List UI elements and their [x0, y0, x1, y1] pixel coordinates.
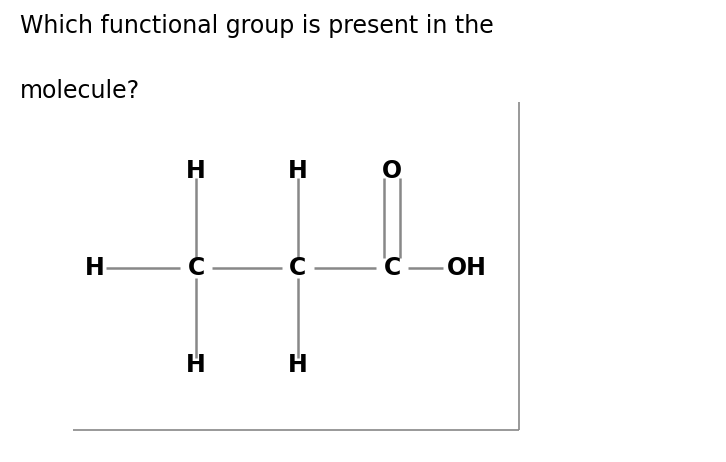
- Text: O: O: [382, 159, 402, 183]
- Text: OH: OH: [446, 256, 486, 280]
- Text: H: H: [287, 353, 308, 377]
- Text: molecule?: molecule?: [20, 79, 140, 103]
- Text: H: H: [186, 159, 206, 183]
- Text: Which functional group is present in the: Which functional group is present in the: [20, 14, 494, 38]
- Text: H: H: [186, 353, 206, 377]
- Text: C: C: [187, 256, 205, 280]
- Text: C: C: [383, 256, 401, 280]
- Text: H: H: [287, 159, 308, 183]
- Text: C: C: [289, 256, 306, 280]
- Text: H: H: [84, 256, 105, 280]
